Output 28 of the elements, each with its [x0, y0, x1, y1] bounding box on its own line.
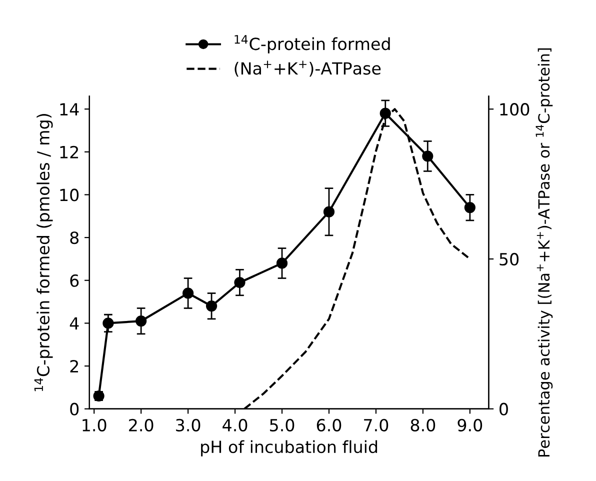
y-tick-label: 6: [70, 274, 79, 287]
y-tick-label: 4: [70, 317, 79, 330]
x-tick-label: 7.0: [364, 418, 388, 432]
y2-axis-title: Percentage activity [(Na$^{+}$+K$^{+}$)-ATPase or $^{14}$C-protein]: [536, 48, 553, 457]
y-tick-label: 8: [70, 231, 79, 244]
x-tick-label: 4.0: [222, 418, 248, 432]
x-tick-label: 6.0: [316, 418, 342, 432]
legend-label: $^{14}$C-protein formed: [234, 35, 390, 54]
point: [182, 288, 194, 299]
y2-tick-label: 50: [500, 252, 519, 266]
y-tick-label: 12: [60, 146, 78, 158]
x-tick-label: 1.0: [82, 418, 106, 432]
point: [276, 258, 288, 269]
point: [206, 300, 218, 312]
y2-tick-label: 100: [500, 103, 530, 116]
x-tick-label: 5.0: [270, 418, 294, 432]
y-tick-label: 2: [70, 360, 78, 372]
y-tick-label: 0: [70, 402, 79, 416]
legend-label: (Na$^{+}$+K$^{+}$)-ATPase: [234, 60, 381, 77]
x-tick-label: 8.0: [410, 418, 436, 432]
y2-tick-label: 0: [500, 402, 508, 416]
x-axis-title: pH of incubation fluid: [201, 440, 378, 456]
x-tick-label: 3.0: [176, 418, 200, 432]
y-axis-title: $^{14}$C-protein formed (pmoles / mg): [34, 114, 53, 392]
x-tick-label: 2.0: [129, 418, 154, 432]
y-tick-label: 14: [60, 103, 79, 116]
x-tick-label: 9.0: [458, 418, 482, 432]
y-tick-label: 10: [60, 188, 79, 202]
